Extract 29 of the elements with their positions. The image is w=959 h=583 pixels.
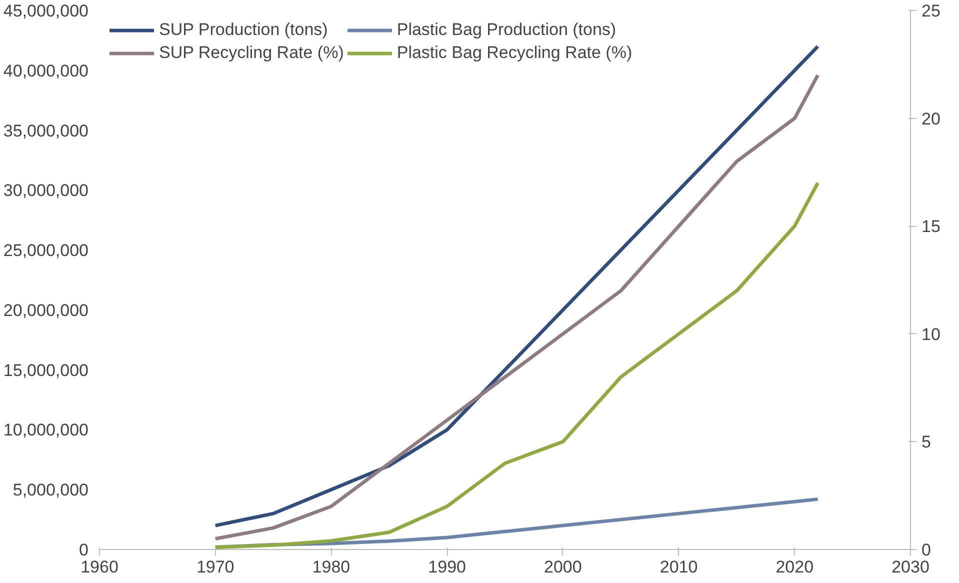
y2-tick-label: 0 <box>922 540 931 560</box>
y2-tick-label: 10 <box>922 324 940 344</box>
y-tick-label: 35,000,000 <box>3 121 89 140</box>
legend-label: SUP Recycling Rate (%) <box>159 43 344 63</box>
y-tick-label: 0 <box>79 540 89 560</box>
y-tick-label: 25,000,000 <box>3 241 89 260</box>
y-tick-label: 10,000,000 <box>3 420 89 440</box>
y-tick-label: 15,000,000 <box>3 360 89 380</box>
y-tick-label: 5,000,000 <box>12 480 89 500</box>
line-series <box>214 181 820 550</box>
x-tick-label: 1970 <box>196 558 234 576</box>
x-tick-label: 2010 <box>660 558 698 576</box>
legend-label: Plastic Bag Recycling Rate (%) <box>396 43 632 63</box>
x-tick-label: 2000 <box>544 558 582 576</box>
x-tick-label: 1960 <box>80 558 118 576</box>
x-tick-label: 2030 <box>892 558 930 576</box>
y2-tick-label: 20 <box>922 109 940 128</box>
y-tick-label: 45,000,000 <box>3 2 89 20</box>
legend-label: SUP Production (tons) <box>159 20 328 40</box>
x-tick-label: 1990 <box>428 558 466 576</box>
y-tick-label: 40,000,000 <box>3 61 89 80</box>
x-tick-label: 1980 <box>312 558 350 576</box>
y2-tick-label: 15 <box>922 217 940 236</box>
legend-label: Plastic Bag Production (tons) <box>396 20 616 40</box>
x-tick-label: 2020 <box>776 558 814 576</box>
y2-tick-label: 5 <box>922 432 931 452</box>
y2-tick-label: 25 <box>922 2 940 20</box>
y-tick-label: 20,000,000 <box>3 300 89 320</box>
y-tick-label: 30,000,000 <box>3 181 89 200</box>
